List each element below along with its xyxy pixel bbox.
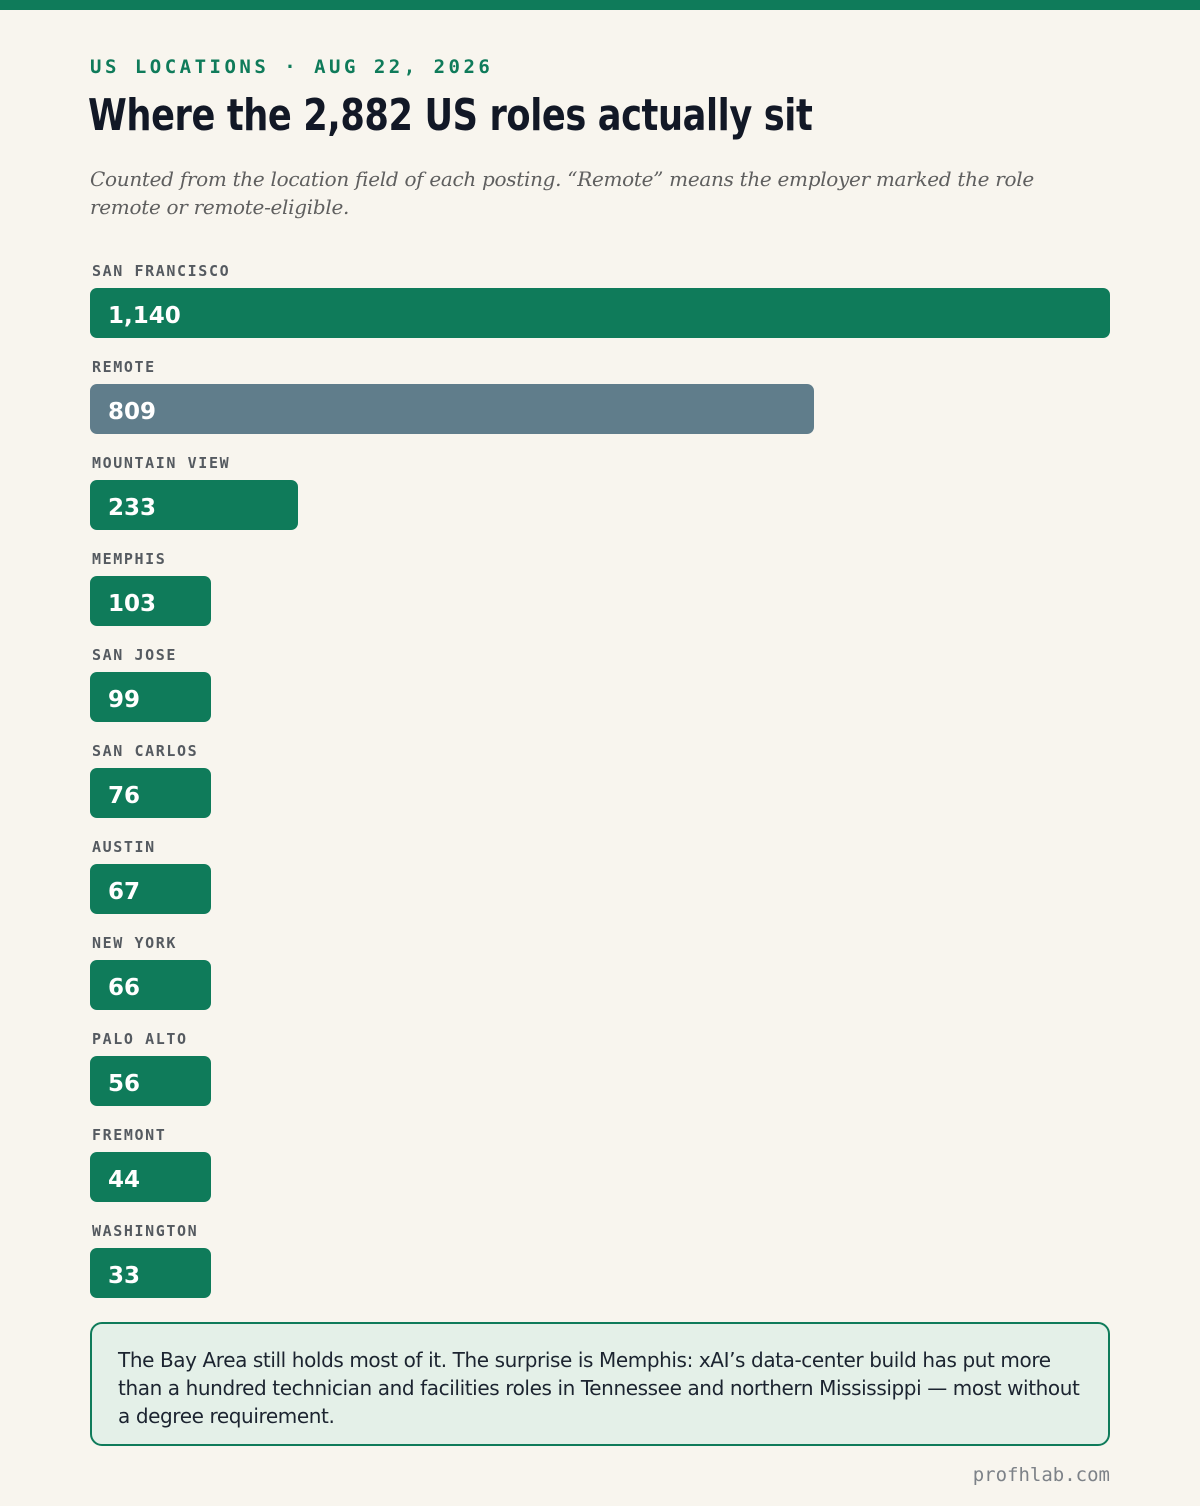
bar-category-label: MOUNTAIN VIEW xyxy=(92,454,231,472)
bar: 56 xyxy=(90,1056,211,1106)
bar-category-label: NEW YORK xyxy=(92,934,178,952)
bar-value-label: 99 xyxy=(108,687,141,713)
bar-row: PALO ALTO 56 xyxy=(90,1026,1110,1122)
footer-site: profhlab.com xyxy=(972,1464,1110,1486)
bar: 67 xyxy=(90,864,211,914)
bar-value-label: 233 xyxy=(108,495,157,521)
bar-category-label: SAN CARLOS xyxy=(92,742,199,760)
bar-category-label: REMOTE xyxy=(92,358,156,376)
bar: 33 xyxy=(90,1248,211,1298)
bar-value-label: 103 xyxy=(108,591,157,617)
bar-row: SAN FRANCISCO 1,140 xyxy=(90,258,1110,354)
annotation-note: The Bay Area still holds most of it. The… xyxy=(90,1322,1110,1446)
bar: 66 xyxy=(90,960,211,1010)
bar: 44 xyxy=(90,1152,211,1202)
bar-category-label: AUSTIN xyxy=(92,838,156,856)
bar: 233 xyxy=(90,480,298,530)
bar-row: WASHINGTON 33 xyxy=(90,1218,1110,1314)
bar: 809 xyxy=(90,384,814,434)
bar-value-label: 67 xyxy=(108,879,141,905)
bar-chart: SAN FRANCISCO 1,140 REMOTE 809 MOUNTAIN VIEW… xyxy=(90,258,1110,1308)
bar-row: NEW YORK 66 xyxy=(90,930,1110,1026)
top-accent-bar xyxy=(0,0,1200,10)
bar-value-label: 809 xyxy=(108,399,157,425)
bar: 76 xyxy=(90,768,211,818)
bar-category-label: MEMPHIS xyxy=(92,550,167,568)
bar: 99 xyxy=(90,672,211,722)
bar-category-label: WASHINGTON xyxy=(92,1222,199,1240)
bar-row: REMOTE 809 xyxy=(90,354,1110,450)
bar-row: FREMONT 44 xyxy=(90,1122,1110,1218)
bar-category-label: FREMONT xyxy=(92,1126,167,1144)
bar-value-label: 56 xyxy=(108,1071,141,1097)
bar-category-label: SAN FRANCISCO xyxy=(92,262,231,280)
bar-value-label: 33 xyxy=(108,1263,141,1289)
bar-value-label: 1,140 xyxy=(108,303,181,329)
chart-subtitle: Counted from the location field of each … xyxy=(90,167,1034,219)
bar-value-label: 44 xyxy=(108,1167,141,1193)
bar-value-label: 66 xyxy=(108,975,141,1001)
bar-row: MEMPHIS 103 xyxy=(90,546,1110,642)
bar-row: SAN JOSE 99 xyxy=(90,642,1110,738)
bar-category-label: PALO ALTO xyxy=(92,1030,188,1048)
bar: 103 xyxy=(90,576,211,626)
bar-value-label: 76 xyxy=(108,783,141,809)
bar-category-label: SAN JOSE xyxy=(92,646,178,664)
bar-row: MOUNTAIN VIEW 233 xyxy=(90,450,1110,546)
kicker: US LOCATIONS · AUG 22, 2026 xyxy=(90,56,494,78)
chart-title: Where the 2,882 US roles actually sit xyxy=(88,90,813,141)
bar-row: AUSTIN 67 xyxy=(90,834,1110,930)
bar-row: SAN CARLOS 76 xyxy=(90,738,1110,834)
bar: 1,140 xyxy=(90,288,1110,338)
